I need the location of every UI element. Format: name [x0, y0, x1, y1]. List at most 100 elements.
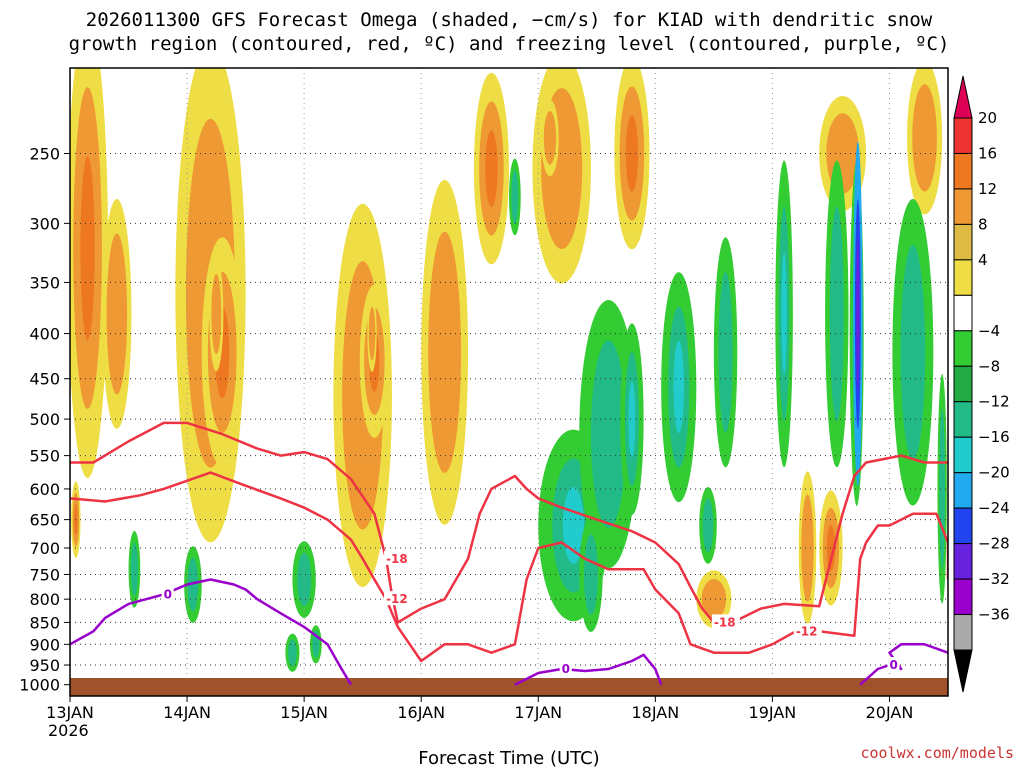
colorbar-segment [953, 259, 973, 296]
contour-label-bg [711, 614, 740, 629]
omega-warm-region [80, 156, 95, 341]
x-tick-label: 14JAN [163, 703, 211, 722]
contour-label-bg [161, 586, 174, 601]
omega-warm-region [368, 306, 376, 361]
y-tick-label: 600 [29, 480, 60, 499]
colorbar-label: −4 [978, 322, 1000, 340]
y-tick-label: 950 [29, 656, 60, 675]
colorbar-label: −28 [978, 535, 1010, 553]
omega-cool-region [130, 542, 138, 597]
colorbar-label: −20 [978, 464, 1010, 482]
omega-cool-region [288, 639, 297, 667]
colorbar-segment [953, 188, 973, 225]
omega-cool-region [718, 271, 733, 433]
omega-warm-region [485, 130, 498, 207]
colorbar: 20 16 12 8 4 −4 −8 −12 −16 −20 −24 −28 −32 −36 [953, 75, 1010, 693]
contour-label: -18 [386, 552, 408, 566]
contour-line [70, 421, 948, 624]
contour-label-bg [384, 591, 413, 606]
y-axis-ticks: 250 300 350 400 450 500 550 600 650 700 750 800 850 9… [19, 144, 70, 695]
plot-area: -18 -18 -12 -12 0 0 0 250 300 350 400 450 500 550 600… [19, 67, 949, 740]
omega-cool-core [856, 237, 860, 391]
contour-line [70, 578, 353, 686]
contour-lines: -18 -18 -12 -12 0 0 0 [70, 421, 948, 686]
colorbar-label: −12 [978, 393, 1010, 411]
contour-label-bg [887, 657, 900, 672]
terrain-ground [70, 678, 948, 696]
omega-cool-region [628, 380, 636, 458]
contour-line [514, 653, 663, 686]
colorbar-bottom-arrow [953, 649, 973, 693]
y-tick-label: 900 [29, 635, 60, 654]
colorbar-segment [953, 401, 973, 438]
x-tick-label: 16JAN [397, 703, 445, 722]
omega-warm-region [211, 273, 222, 355]
contour-label-bg [384, 550, 413, 565]
omega-cool-region [590, 340, 627, 528]
y-tick-label: 1000 [19, 676, 60, 695]
colorbar-label: −36 [978, 606, 1010, 624]
x-tick-label: 15JAN [280, 703, 328, 722]
y-tick-label: 400 [29, 325, 60, 344]
omega-cool-region [900, 244, 926, 460]
y-tick-label: 300 [29, 214, 60, 233]
contour-label: -18 [714, 615, 736, 629]
colorbar-segment [953, 507, 973, 545]
omega-warm-region [543, 111, 557, 165]
colorbar-label: −32 [978, 570, 1010, 588]
contour-line [70, 471, 948, 663]
y-tick-label: 800 [29, 590, 60, 609]
contour-label: -12 [386, 592, 408, 606]
colorbar-label: −8 [978, 357, 1000, 375]
omega-cool-region [673, 341, 685, 434]
y-tick-label: 750 [29, 565, 60, 584]
colorbar-segment [953, 472, 973, 509]
omega-cool-region [562, 487, 584, 564]
colorbar-label: 12 [978, 180, 997, 198]
omega-warm-region [701, 579, 727, 620]
colorbar-segment [953, 365, 973, 403]
x-axis-ticks: 13JAN 14JAN 15JAN 16JAN 17JAN 18JAN 19JAN 20JAN… [46, 696, 913, 740]
colorbar-label: −24 [978, 499, 1010, 517]
x-tick-label: 17JAN [514, 703, 562, 722]
colorbar-segment [953, 436, 973, 474]
omega-warm-region [912, 84, 937, 192]
y-tick-label: 650 [29, 511, 60, 530]
colorbar-segment [953, 294, 973, 332]
contour-label: -12 [796, 624, 818, 638]
colorbar-label: 8 [978, 215, 988, 233]
omega-warm-region [625, 115, 639, 192]
colorbar-segment [953, 614, 973, 651]
chart-title-line-2: growth region (contoured, red, ºC) and f… [69, 33, 950, 55]
x-axis-label: Forecast Time (UTC) [418, 748, 599, 768]
plot-border [69, 67, 949, 697]
y-tick-label: 250 [29, 144, 60, 163]
y-tick-label: 700 [29, 539, 60, 558]
x-year-label: 2026 [48, 721, 89, 740]
colorbar-segment [953, 543, 973, 580]
colorbar-label: 16 [978, 144, 997, 162]
omega-cool-region [781, 252, 787, 376]
omega-cool-region [511, 170, 519, 224]
colorbar-label: 20 [978, 109, 997, 127]
omega-warm-region [428, 231, 462, 473]
colorbar-segment [953, 578, 973, 616]
y-tick-label: 550 [29, 447, 60, 466]
colorbar-top-arrow [953, 75, 973, 119]
x-tick-label: 20JAN [866, 703, 914, 722]
colorbar-segment [953, 223, 973, 261]
omega-cool-region [297, 552, 312, 607]
y-tick-label: 450 [29, 370, 60, 389]
colorbar-segment [953, 152, 973, 190]
contour-label-bg [559, 661, 572, 676]
colorbar-segment [953, 330, 973, 367]
contour-label: 0 [889, 658, 897, 672]
contour-label-bg [793, 623, 822, 638]
colorbar-segment [953, 117, 973, 154]
credit-text: coolwx.com/models [860, 744, 1014, 762]
x-tick-label: 13JAN [46, 703, 94, 722]
y-tick-label: 350 [29, 273, 60, 292]
y-tick-label: 850 [29, 613, 60, 632]
omega-warm-region [801, 494, 814, 602]
